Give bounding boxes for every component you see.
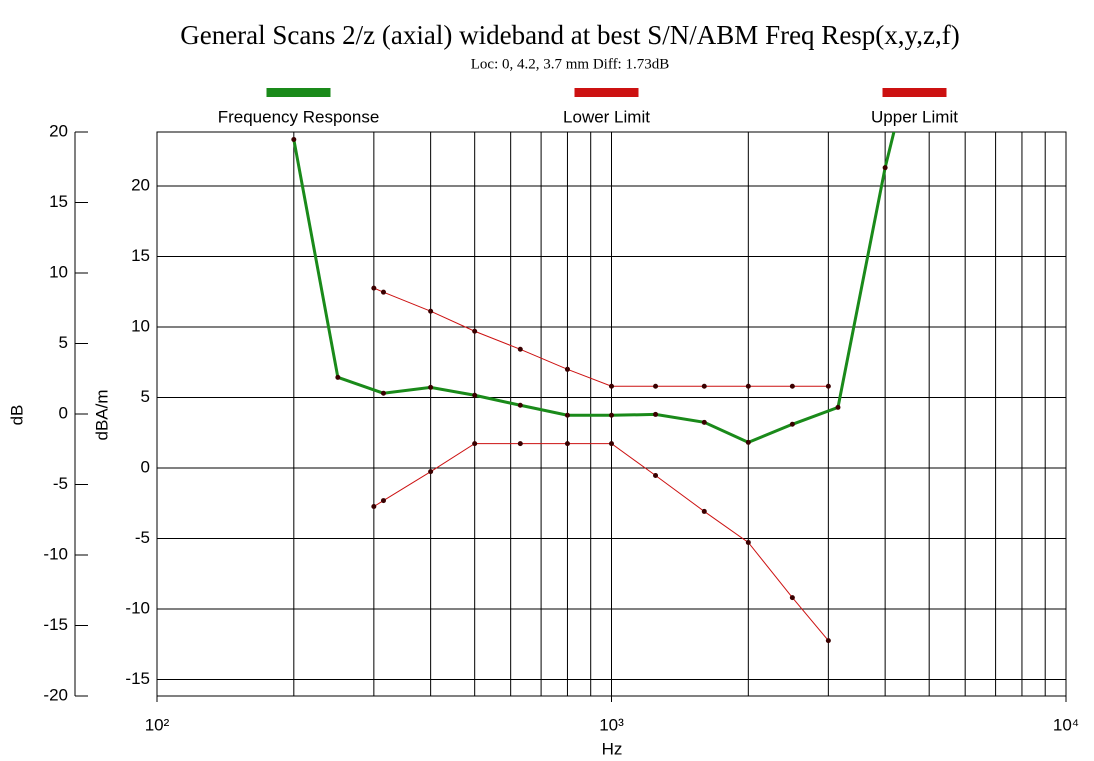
- y2-tick-label: -10: [125, 598, 150, 617]
- chart-title: General Scans 2/z (axial) wideband at be…: [180, 20, 960, 50]
- x-tick-label: 10⁴: [1053, 715, 1079, 734]
- chart-subtitle: Loc: 0, 4.2, 3.7 mm Diff: 1.73dB: [471, 56, 669, 72]
- plot-area: [291, 132, 896, 644]
- data-point: [517, 441, 523, 447]
- data-point: [428, 308, 434, 314]
- data-point: [882, 165, 888, 171]
- data-point: [380, 289, 386, 295]
- y-tick-label: 0: [59, 403, 68, 422]
- data-point: [291, 136, 297, 142]
- y2-tick-label: 10: [131, 316, 150, 335]
- y2-axis-label: dBA/m: [92, 389, 111, 440]
- data-point: [653, 383, 659, 389]
- y-axis-label: dB: [7, 405, 26, 426]
- y2-tick-label: 5: [141, 387, 150, 406]
- data-point: [472, 441, 478, 447]
- data-point: [701, 383, 707, 389]
- x-tick-label: 10³: [599, 715, 624, 734]
- data-point: [564, 366, 570, 372]
- y-tick-label: 20: [49, 121, 68, 140]
- legend-label: Frequency Response: [218, 107, 380, 126]
- data-point: [380, 498, 386, 504]
- data-point: [745, 383, 751, 389]
- y2-tick-label: -15: [125, 669, 150, 688]
- y-tick-label: -5: [53, 474, 68, 493]
- y-tick-label: 5: [59, 333, 68, 352]
- data-point: [428, 384, 434, 390]
- legend-label: Lower Limit: [563, 107, 650, 126]
- data-point: [428, 469, 434, 475]
- data-point: [371, 285, 377, 291]
- legend-swatch: [574, 88, 639, 97]
- data-point: [701, 419, 707, 425]
- data-point: [517, 402, 523, 408]
- data-point: [609, 412, 614, 418]
- data-point: [701, 508, 707, 514]
- data-point: [825, 383, 831, 389]
- data-point: [825, 638, 831, 644]
- data-point: [564, 441, 570, 447]
- data-point: [517, 346, 523, 352]
- y2-tick-label: 0: [141, 457, 150, 476]
- series-line: [373, 287, 829, 387]
- legend-label: Upper Limit: [871, 107, 958, 126]
- x-tick-label: 10²: [145, 715, 170, 734]
- data-point: [564, 412, 570, 418]
- series-line: [373, 443, 829, 641]
- data-point: [380, 390, 386, 396]
- data-point: [653, 411, 659, 417]
- y2-tick-label: 15: [131, 246, 150, 265]
- data-point: [609, 441, 614, 447]
- y-tick-label: 15: [49, 192, 68, 211]
- data-point: [472, 328, 478, 334]
- data-point: [335, 374, 341, 380]
- legend-swatch: [266, 88, 331, 97]
- data-point: [789, 595, 795, 601]
- data-point: [745, 539, 751, 545]
- y-tick-label: -20: [43, 685, 68, 704]
- data-point: [835, 404, 841, 410]
- data-point: [653, 472, 659, 478]
- legend-swatch: [882, 88, 947, 97]
- y-tick-label: -15: [43, 615, 68, 634]
- y2-tick-label: -5: [135, 528, 150, 547]
- data-point: [789, 421, 795, 427]
- y-tick-label: 10: [49, 262, 68, 281]
- data-point: [472, 392, 478, 398]
- data-point: [371, 503, 377, 509]
- data-point: [745, 439, 751, 445]
- data-point: [609, 383, 614, 389]
- x-axis-label: Hz: [602, 739, 623, 758]
- y2-tick-label: 20: [131, 175, 150, 194]
- y-tick-label: -10: [43, 544, 68, 563]
- data-point: [789, 383, 795, 389]
